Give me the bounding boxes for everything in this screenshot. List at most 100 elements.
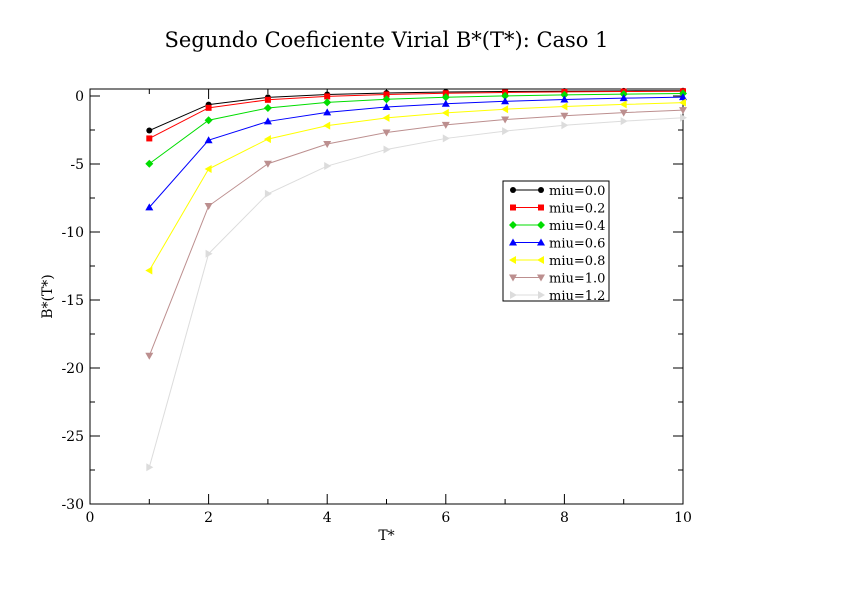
data-point-3	[501, 97, 510, 105]
y-tick-label: 0	[75, 89, 84, 105]
legend-label-3: miu=0.6	[549, 237, 605, 252]
data-point-5	[501, 116, 510, 124]
legend-marker-4	[509, 256, 516, 264]
data-point-1	[324, 93, 331, 100]
y-tick-label: -10	[61, 225, 84, 241]
data-point-1	[264, 96, 271, 103]
data-point-2	[263, 103, 272, 112]
data-point-2	[145, 159, 154, 168]
legend-label-0: miu=0.0	[549, 184, 605, 199]
data-point-4	[323, 121, 331, 130]
data-point-6	[264, 189, 272, 198]
data-point-2	[204, 116, 213, 125]
x-tick-label: 0	[86, 510, 95, 526]
series-line-1	[149, 90, 684, 139]
data-point-3	[619, 94, 628, 102]
x-tick-label: 8	[560, 510, 569, 526]
data-point-6	[620, 117, 628, 126]
data-point-6	[205, 249, 213, 258]
legend-marker-4	[537, 256, 544, 264]
data-point-5	[145, 352, 154, 360]
data-point-6	[146, 463, 154, 472]
y-tick-label: -30	[61, 497, 84, 513]
data-point-6	[680, 113, 687, 122]
legend-marker-1	[510, 204, 516, 211]
y-tick-label: -15	[61, 293, 84, 309]
legend-marker-1	[538, 204, 544, 211]
data-point-5	[263, 160, 272, 168]
legend-marker-0	[538, 187, 544, 193]
legend-marker-6	[510, 291, 517, 299]
y-tick-label: -5	[70, 157, 84, 173]
data-point-4	[560, 102, 568, 111]
legend-marker-2	[537, 221, 545, 229]
y-tick-label: -20	[61, 361, 84, 377]
legend-marker-6	[538, 291, 545, 299]
legend-label-2: miu=0.4	[549, 219, 605, 234]
legend-marker-5	[509, 274, 517, 282]
data-point-2	[501, 91, 510, 100]
legend-box	[502, 180, 610, 302]
data-point-3	[382, 103, 391, 111]
legend-marker-5	[537, 274, 545, 282]
data-point-5	[441, 121, 450, 129]
legend-label-4: miu=0.8	[549, 254, 605, 269]
legend-marker-3	[509, 238, 517, 246]
data-point-0	[146, 127, 153, 134]
series-line-3	[148, 96, 684, 208]
data-point-3	[263, 117, 272, 125]
data-point-2	[382, 95, 391, 104]
legend-label-6: miu=1.2	[549, 289, 605, 304]
data-point-6	[502, 127, 510, 136]
data-point-5	[204, 203, 213, 211]
data-point-2	[323, 98, 332, 107]
data-point-3	[145, 203, 154, 211]
legend-label-5: miu=1.0	[549, 272, 605, 287]
data-point-4	[204, 165, 212, 174]
data-point-1	[146, 135, 153, 142]
data-point-6	[383, 145, 391, 154]
series-line-2	[149, 93, 684, 165]
data-point-2	[619, 90, 628, 99]
data-point-6	[442, 134, 450, 143]
data-point-4	[679, 98, 686, 107]
data-point-4	[145, 266, 153, 275]
series-line-5	[148, 109, 684, 356]
series-line-6	[148, 117, 684, 468]
legend-marker-3	[537, 238, 545, 246]
series-line-0	[149, 90, 684, 132]
data-point-4	[501, 105, 509, 114]
data-point-6	[561, 121, 569, 130]
x-tick-label: 2	[204, 510, 213, 526]
x-tick-label: 10	[674, 510, 692, 526]
data-point-3	[441, 99, 450, 107]
x-tick-label: 6	[441, 510, 450, 526]
data-point-4	[382, 113, 390, 122]
data-point-4	[441, 108, 449, 117]
legend-marker-2	[509, 221, 517, 229]
data-point-3	[679, 93, 687, 101]
data-point-2	[560, 90, 569, 99]
data-point-3	[323, 108, 332, 116]
data-point-5	[560, 112, 569, 120]
data-point-1	[383, 91, 390, 98]
data-point-3	[560, 95, 569, 103]
y-tick-label: -25	[61, 429, 84, 445]
data-point-5	[619, 109, 628, 117]
data-point-2	[441, 93, 450, 102]
data-point-1	[205, 104, 212, 111]
series-line-4	[148, 102, 684, 271]
data-point-5	[679, 107, 687, 115]
data-point-4	[263, 135, 271, 144]
data-point-5	[382, 129, 391, 137]
legend-label-1: miu=0.2	[549, 202, 605, 217]
y-axis-label: B*(T*)	[40, 274, 56, 319]
data-point-5	[323, 141, 332, 149]
legend-marker-0	[510, 187, 516, 193]
data-point-3	[204, 136, 213, 144]
x-axis-label: T*	[378, 528, 394, 544]
x-tick-label: 4	[323, 510, 332, 526]
data-point-4	[619, 100, 627, 109]
